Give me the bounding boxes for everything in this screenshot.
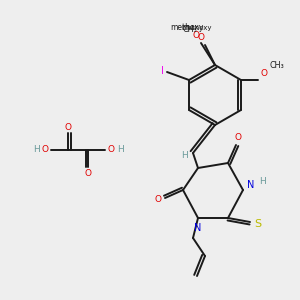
Text: O: O bbox=[41, 146, 49, 154]
Text: O: O bbox=[85, 169, 92, 178]
Text: N: N bbox=[194, 223, 202, 233]
Text: O: O bbox=[154, 196, 161, 205]
Text: H: H bbox=[33, 146, 39, 154]
Text: O: O bbox=[107, 146, 115, 154]
Text: O: O bbox=[197, 34, 205, 43]
Text: methoxy: methoxy bbox=[182, 25, 212, 31]
Text: N: N bbox=[247, 180, 255, 190]
Text: O: O bbox=[193, 32, 200, 40]
Text: CH₃: CH₃ bbox=[270, 61, 284, 70]
Text: S: S bbox=[254, 219, 262, 229]
Text: O: O bbox=[235, 134, 242, 142]
Text: H: H bbox=[181, 151, 188, 160]
Text: H: H bbox=[259, 178, 266, 187]
Text: methoxy: methoxy bbox=[170, 23, 204, 32]
Text: O: O bbox=[64, 122, 71, 131]
Text: H: H bbox=[117, 146, 123, 154]
Text: I: I bbox=[160, 66, 164, 76]
Text: O: O bbox=[260, 68, 268, 77]
Text: CH₃: CH₃ bbox=[183, 26, 197, 34]
